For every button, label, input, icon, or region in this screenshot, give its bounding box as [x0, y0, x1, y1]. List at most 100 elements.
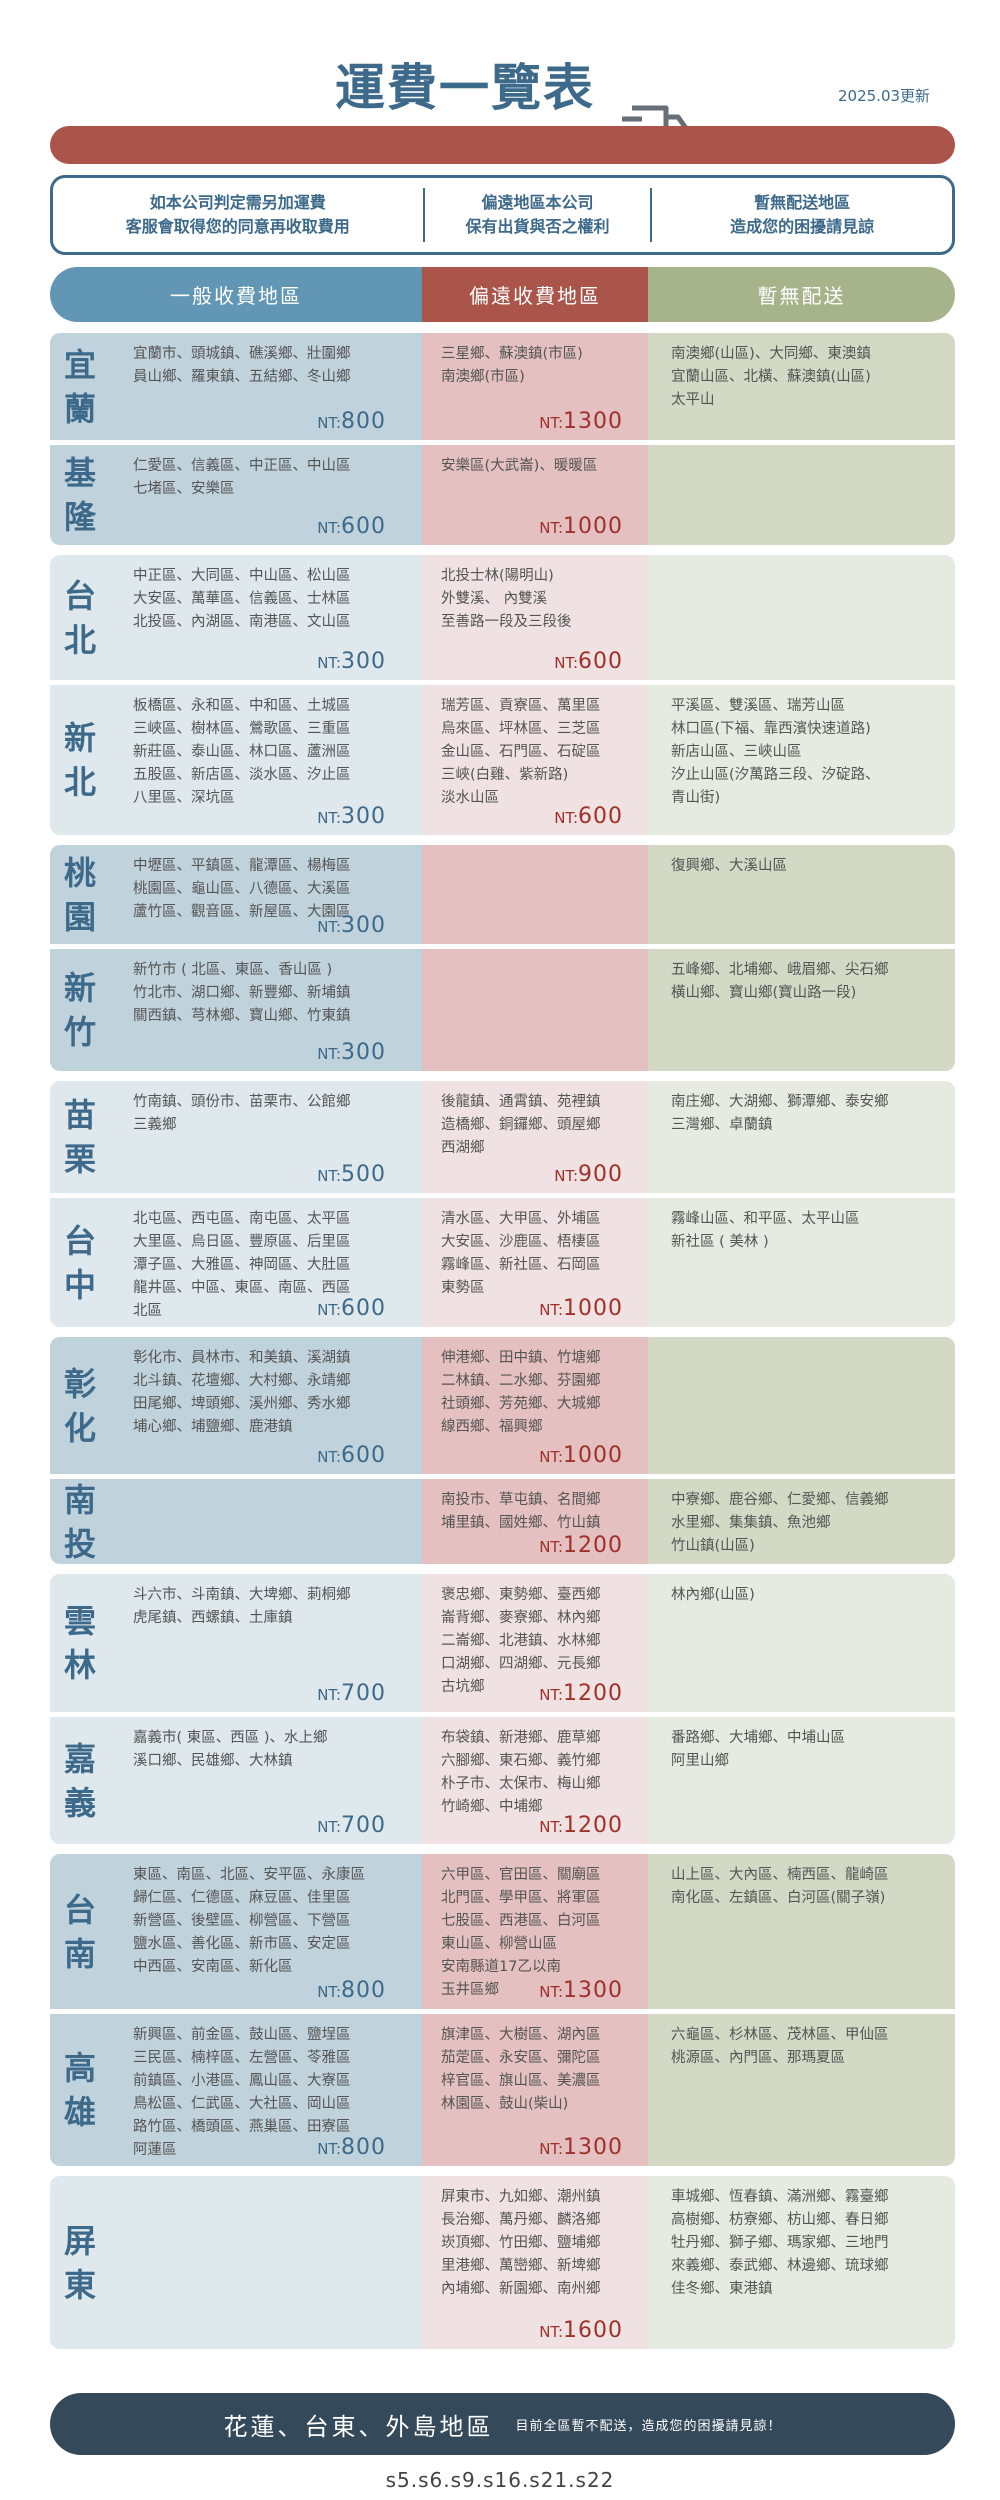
- region-name-char: 宜: [63, 345, 96, 384]
- price-value: 300: [341, 1040, 386, 1065]
- area-line: 平溪區、雙溪區、瑞芳山區: [671, 698, 845, 714]
- notice-line: 造成您的困擾請見諒: [730, 217, 875, 236]
- currency-label: NT:: [539, 2140, 563, 2158]
- general-areas: 中壢區、平鎮區、龍潭區、楊梅區 桃園區、龜山區、八德區、大溪區 蘆竹區、觀音區、新屋…: [133, 855, 351, 924]
- price-value: 1200: [563, 1681, 623, 1706]
- area-line: 斗六市、斗南鎮、大埤鄉、莿桐鄉: [133, 1587, 351, 1603]
- area-line: 崁頂鄉、竹田鄉、鹽埔鄉: [441, 2235, 601, 2251]
- remote-cell: 後龍鎮、通霄鎮、苑裡鎮 造橋鄉、銅鑼鄉、頭屋鄉 西湖鄉 NT:900: [422, 1081, 648, 1193]
- price: NT:1200: [539, 1813, 623, 1838]
- price: NT:800: [317, 1978, 386, 2003]
- area-line: 北斗鎮、花壇鄉、大村鄉、永靖鄉: [133, 1373, 351, 1389]
- area-line: 南化區、左鎮區、白河區(關子嶺): [671, 1890, 886, 1906]
- area-line: 大安區、萬華區、信義區、士林區: [133, 591, 351, 607]
- price-value: 500: [341, 1162, 386, 1187]
- no-delivery-areas: 霧峰山區、和平區、太平山區 新社區 ( 美林 ): [671, 1208, 860, 1254]
- currency-label: NT:: [317, 654, 341, 672]
- currency-label: NT:: [317, 1045, 341, 1063]
- general-cell: 高雄新興區、前金區、鼓山區、鹽埕區 三民區、楠梓區、左營區、苓雅區 前鎮區、小港區、…: [50, 2014, 422, 2166]
- area-line: 關西鎮、芎林鄉、寶山鄉、竹東鎮: [133, 1008, 351, 1024]
- region-name-char: 隆: [63, 498, 96, 536]
- no-delivery-cell: 林內鄉(山區): [648, 1574, 955, 1712]
- area-line: 三星鄉、蘇澳鎮(市區): [441, 346, 583, 362]
- region-row: 屏東 屏東市、九如鄉、潮州鎮 長治鄉、萬丹鄉、麟洛鄉 崁頂鄉、竹田鄉、鹽埔鄉 里港鄉、萬…: [50, 2176, 955, 2349]
- currency-label: NT:: [554, 654, 578, 672]
- area-line: 員山鄉、羅東鎮、五結鄉、冬山鄉: [133, 369, 351, 385]
- area-line: 潭子區、大雅區、神岡區、大肚區: [133, 1257, 351, 1273]
- area-line: 崙背鄉、麥寮鄉、林內鄉: [441, 1610, 601, 1626]
- area-line: 路竹區、橋頭區、燕巢區、田寮區: [133, 2119, 351, 2135]
- region-name-char: 園: [63, 897, 96, 936]
- price: NT:1200: [539, 1533, 623, 1558]
- area-line: 北區: [133, 1303, 162, 1319]
- currency-label: NT:: [317, 1818, 341, 1836]
- area-line: 清水區、大甲區、外埔區: [441, 1211, 601, 1227]
- region-name: 高雄: [50, 2014, 110, 2166]
- area-line: 六龜區、杉林區、茂林區、甲仙區: [671, 2027, 889, 2043]
- no-delivery-areas: 南庄鄉、大湖鄉、獅潭鄉、泰安鄉 三灣鄉、卓蘭鎮: [671, 1091, 889, 1137]
- area-line: 大里區、烏日區、豐原區、后里區: [133, 1234, 351, 1250]
- region-name-char: 台: [63, 1890, 96, 1929]
- price-value: 600: [341, 1443, 386, 1468]
- region-row: 南投南投市、草屯鎮、名間鄉 埔里鎮、國姓鄉、竹山鎮 NT:1200 中寮鄉、鹿谷鄉、仁…: [50, 1474, 955, 1564]
- area-line: 口湖鄉、四湖鄉、元長鄉: [441, 1656, 601, 1672]
- price-value: 1300: [563, 409, 623, 434]
- currency-label: NT:: [317, 1983, 341, 2001]
- area-line: 後龍鎮、通霄鎮、苑裡鎮: [441, 1094, 601, 1110]
- no-delivery-areas: 南澳鄉(山區)、大同鄉、東澳鎮 宜蘭山區、北橫、蘇澳鎮(山區) 太平山: [671, 343, 871, 412]
- update-date: 2025.03更新: [838, 87, 931, 105]
- no-delivery-cell: 番路鄉、大埔鄉、中埔山區 阿里山鄉: [648, 1717, 955, 1844]
- no-delivery-cell: 南庄鄉、大湖鄉、獅潭鄉、泰安鄉 三灣鄉、卓蘭鎮: [648, 1081, 955, 1193]
- region-name: 新竹: [50, 949, 110, 1071]
- price-value: 600: [578, 804, 623, 829]
- region-name: 新北: [50, 685, 110, 835]
- area-line: 長治鄉、萬丹鄉、麟洛鄉: [441, 2212, 601, 2228]
- area-line: 北屯區、西屯區、南屯區、太平區: [133, 1211, 351, 1227]
- remote-cell: 布袋鎮、新港鄉、鹿草鄉 六腳鄉、東石鄉、義竹鄉 朴子市、太保市、梅山鄉 竹崎鄉、中埔鄉…: [422, 1717, 648, 1844]
- area-line: 南澳鄉(市區): [441, 369, 525, 385]
- area-line: 東區、南區、北區、安平區、永康區: [133, 1867, 365, 1883]
- region-name: 桃園: [50, 845, 110, 944]
- region-name: 雲林: [50, 1574, 110, 1712]
- currency-label: NT:: [539, 414, 563, 432]
- currency-label: NT:: [539, 1818, 563, 1836]
- area-line: 龍井區、中區、東區、南區、西區: [133, 1280, 351, 1296]
- area-line: 中壢區、平鎮區、龍潭區、楊梅區: [133, 858, 351, 874]
- price-value: 600: [341, 514, 386, 539]
- region-row: 台中北屯區、西屯區、南屯區、太平區 大里區、烏日區、豐原區、后里區 潭子區、大雅區、…: [50, 1193, 955, 1327]
- area-line: 金山區、石門區、石碇區: [441, 744, 601, 760]
- header-general: 一般收費地區: [50, 267, 422, 322]
- no-delivery-areas: 復興鄉、大溪山區: [671, 855, 787, 878]
- area-line: 溪口鄉、民雄鄉、大林鎮: [133, 1753, 293, 1769]
- price: NT:600: [554, 649, 623, 674]
- remote-areas: 南投市、草屯鎮、名間鄉 埔里鎮、國姓鄉、竹山鎮: [441, 1489, 601, 1535]
- area-line: 社頭鄉、芳苑鄉、大城鄉: [441, 1396, 601, 1412]
- general-areas: 竹南鎮、頭份市、苗栗市、公館鄉 三義鄉: [133, 1091, 351, 1137]
- remote-areas: 三星鄉、蘇澳鎮(市區) 南澳鄉(市區): [441, 343, 583, 389]
- banner-note: 目前全區暫不配送，造成您的困擾請見諒！: [515, 2418, 782, 2434]
- area-line: 竹南鎮、頭份市、苗栗市、公館鄉: [133, 1094, 351, 1110]
- currency-label: NT:: [317, 809, 341, 827]
- region-group: 台北中正區、大同區、中山區、松山區 大安區、萬華區、信義區、士林區 北投區、內湖區、…: [50, 555, 955, 835]
- region-row: 新竹 新竹市 ( 北區、東區、香山區 ) 竹北市、湖口鄉、新豐鄉、新埔鎮 關西鎮、芎林…: [50, 944, 955, 1071]
- region-row: 彰化彰化市、員林市、和美鎮、溪湖鎮 北斗鎮、花壇鄉、大村鄉、永靖鄉 田尾鄉、埤頭鄉、…: [50, 1337, 955, 1474]
- no-delivery-cell: 復興鄉、大溪山區: [648, 845, 955, 944]
- remote-areas: 屏東市、九如鄉、潮州鎮 長治鄉、萬丹鄉、麟洛鄉 崁頂鄉、竹田鄉、鹽埔鄉 里港鄉、萬巒鄉…: [441, 2186, 601, 2301]
- area-line: 虎尾鎮、西螺鎮、土庫鎮: [133, 1610, 293, 1626]
- region-group: 屏東 屏東市、九如鄉、潮州鎮 長治鄉、萬丹鄉、麟洛鄉 崁頂鄉、竹田鄉、鹽埔鄉 里港鄉、萬…: [50, 2176, 955, 2349]
- remote-cell: [422, 845, 648, 944]
- price-value: 1300: [563, 2135, 623, 2160]
- region-name-char: 東: [63, 2265, 96, 2304]
- no-delivery-cell: 平溪區、雙溪區、瑞芳山區 林口區(下福、靠西濱快速道路) 新店山區、三峽山區 汐止山區…: [648, 685, 955, 835]
- area-line: 田尾鄉、埤頭鄉、溪州鄉、秀水鄉: [133, 1396, 351, 1412]
- remote-cell: 清水區、大甲區、外埔區 大安區、沙鹿區、梧棲區 霧峰區、新社區、石岡區 東勢區 NT:1…: [422, 1198, 648, 1327]
- currency-label: NT:: [539, 2323, 563, 2341]
- area-line: 南庄鄉、大湖鄉、獅潭鄉、泰安鄉: [671, 1094, 889, 1110]
- notice-line: 偏遠地區本公司: [481, 193, 594, 212]
- region-name-char: 北: [63, 763, 96, 801]
- general-cell: 苗栗竹南鎮、頭份市、苗栗市、公館鄉 三義鄉 NT:500: [50, 1081, 422, 1193]
- price-value: 300: [341, 649, 386, 674]
- area-line: 烏來區、坪林區、三芝區: [441, 721, 601, 737]
- price: NT:300: [317, 804, 386, 829]
- region-name: 屏東: [50, 2176, 110, 2349]
